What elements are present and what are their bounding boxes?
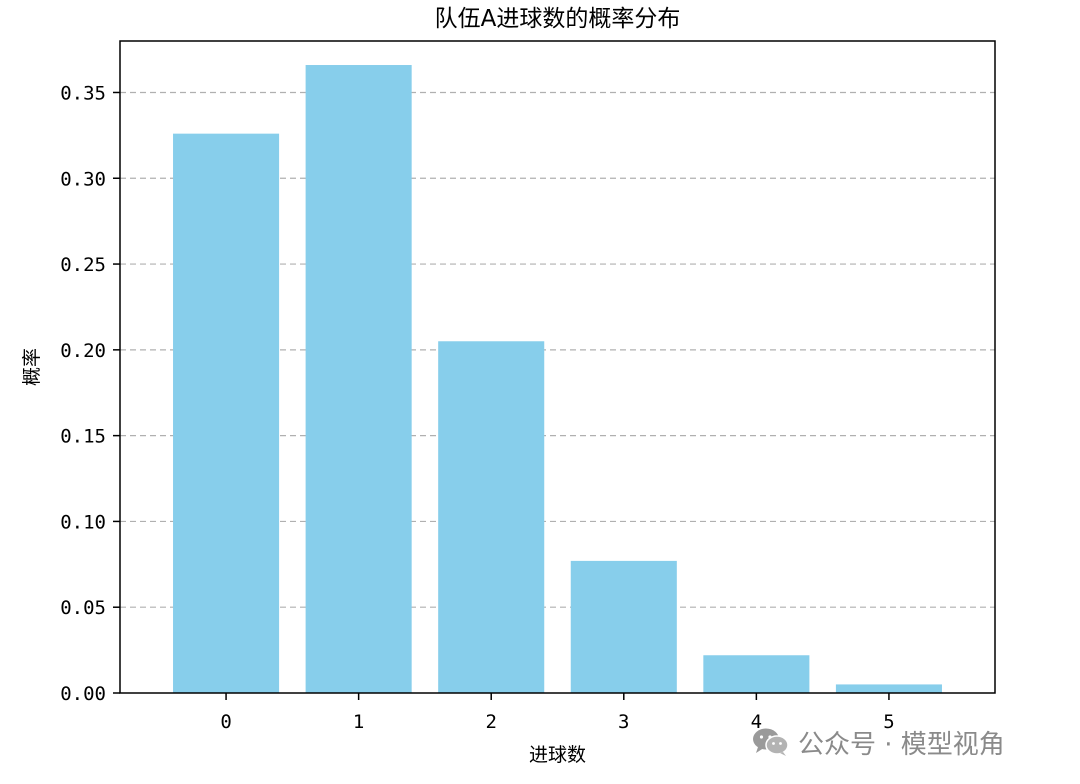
- x-tick-label: 0: [220, 711, 231, 733]
- y-axis-ticks: 0.00 0.05 0.10 0.15 0.20 0.25 0.30 0.35: [60, 82, 120, 705]
- y-tick-label: 0.20: [60, 340, 106, 362]
- bar-0: [173, 133, 280, 693]
- y-tick-label: 0.00: [60, 683, 106, 705]
- y-tick-label: 0.30: [60, 168, 106, 190]
- x-tick-label: 5: [883, 711, 894, 733]
- bar-5: [835, 684, 942, 693]
- x-axis-ticks: 0 1 2 3 4 5: [220, 693, 895, 733]
- plot-frame: [119, 40, 996, 694]
- watermark: 公众号 · 模型视角: [752, 722, 1005, 762]
- y-tick-label: 0.05: [60, 597, 106, 619]
- bars: [173, 65, 942, 693]
- y-tick-label: 0.15: [60, 426, 106, 448]
- bar-2: [438, 341, 545, 693]
- y-tick-label: 0.25: [60, 254, 106, 276]
- x-tick-label: 2: [485, 711, 496, 733]
- watermark-text: 公众号 · 模型视角: [798, 729, 1005, 760]
- x-tick-label: 4: [751, 711, 762, 733]
- bar-4: [703, 655, 810, 693]
- wechat-icon: [753, 728, 789, 756]
- bar-3: [570, 560, 677, 693]
- x-tick-label: 3: [618, 711, 629, 733]
- y-tick-label: 0.35: [60, 82, 106, 104]
- x-tick-label: 1: [353, 711, 364, 733]
- x-axis-title: 进球数: [529, 744, 586, 766]
- y-axis-title: 概率: [21, 348, 43, 386]
- chart-title: 队伍A进球数的概率分布: [435, 6, 681, 32]
- y-tick-label: 0.10: [60, 511, 106, 533]
- bar-1: [305, 65, 412, 693]
